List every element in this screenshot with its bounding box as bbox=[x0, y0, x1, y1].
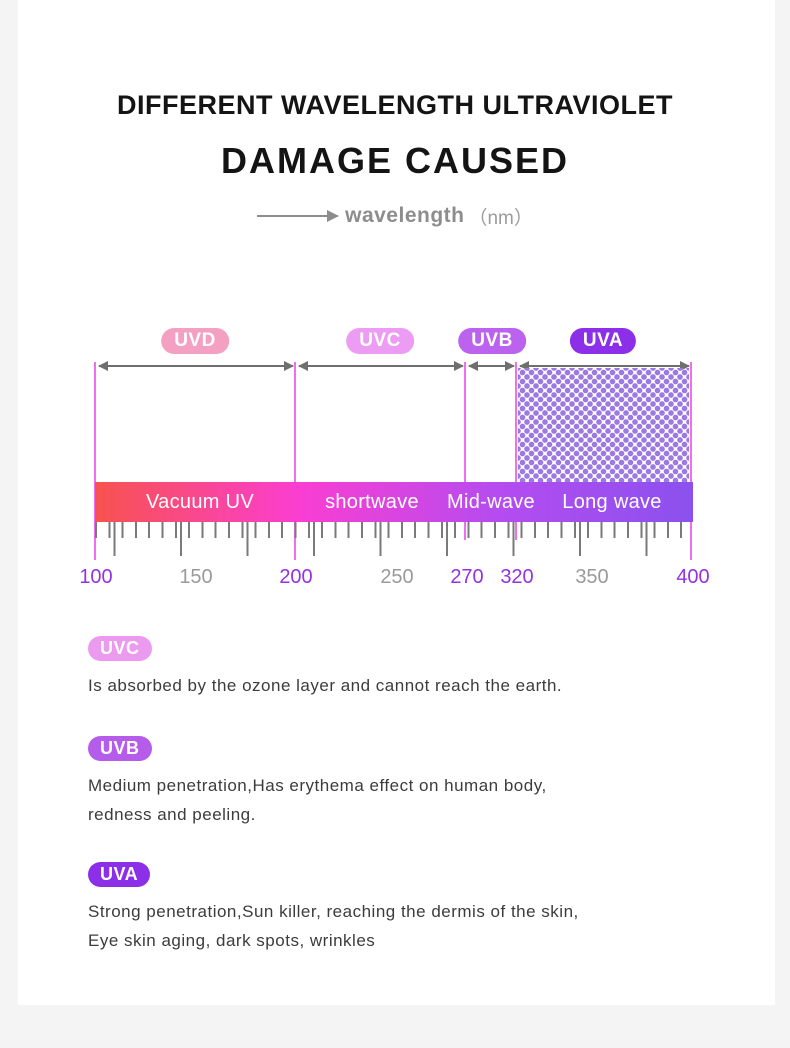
info-section-uvc: UVC Is absorbed by the ozone layer and c… bbox=[88, 636, 708, 700]
bar-segment-label-vacuum-uv: Vacuum UV bbox=[146, 491, 254, 513]
uvc-info-badge: UVC bbox=[88, 636, 152, 661]
uva-range-arrow-icon bbox=[519, 361, 690, 371]
title-line1: DIFFERENT WAVELENGTH ULTRAVIOLET bbox=[117, 90, 673, 120]
divider-line-200nm bbox=[294, 362, 296, 560]
bar-segment-label-mid-wave: Mid-wave bbox=[447, 491, 535, 513]
uvb-info-badge: UVB bbox=[88, 736, 152, 761]
uv-spectrum-diagram: UVD UVC UVB UVA Vacuum UV shortwave Mid-… bbox=[79, 328, 710, 594]
scale-number-400: 400 bbox=[676, 566, 710, 588]
uvb-range-arrow-icon bbox=[468, 361, 515, 371]
spectrum-gradient-bar: Vacuum UV shortwave Mid-wave Long wave bbox=[95, 482, 693, 522]
divider-line-320nm bbox=[515, 362, 517, 540]
uva-info-text-line1: Strong penetration,Sun killer, reaching … bbox=[88, 902, 579, 921]
right-arrow-icon bbox=[257, 210, 340, 222]
scale-number-100: 100 bbox=[79, 566, 113, 588]
divider-line-270nm bbox=[464, 362, 466, 540]
wavelength-label: wavelength bbox=[345, 204, 465, 227]
uvb-band-badge: UVB bbox=[458, 328, 526, 354]
ruler-major-ticks bbox=[95, 522, 693, 556]
bar-segment-label-long-wave: Long wave bbox=[562, 491, 662, 513]
info-section-uva: UVA Strong penetration,Sun killer, reach… bbox=[88, 862, 708, 955]
scale-number-200: 200 bbox=[279, 566, 313, 588]
uvc-band-badge: UVC bbox=[346, 328, 414, 354]
scale-number-320: 320 bbox=[500, 566, 534, 588]
info-section-uvb: UVB Medium penetration,Has erythema effe… bbox=[88, 736, 708, 829]
wavelength-unit: （nm） bbox=[468, 207, 533, 229]
uvc-info-text: Is absorbed by the ozone layer and canno… bbox=[88, 676, 563, 695]
scale-number-250: 250 bbox=[380, 566, 414, 588]
divider-line-400nm bbox=[690, 362, 692, 560]
uvb-info-text-line1: Medium penetration,Has erythema effect o… bbox=[88, 776, 547, 795]
scale-number-150: 150 bbox=[179, 566, 213, 588]
scale-number-270: 270 bbox=[450, 566, 484, 588]
uva-info-badge: UVA bbox=[88, 862, 151, 887]
bar-segment-label-shortwave: shortwave bbox=[325, 491, 419, 513]
title-line2: DAMAGE CAUSED bbox=[220, 140, 569, 181]
uva-info-text-line2: Eye skin aging, dark spots, wrinkles bbox=[88, 931, 376, 950]
wavelength-axis-caption: wavelength （nm） bbox=[0, 202, 790, 230]
uvc-range-arrow-icon bbox=[298, 361, 464, 371]
scale-number-350: 350 bbox=[575, 566, 609, 588]
uvb-info-text-line2: redness and peeling. bbox=[88, 805, 256, 824]
uva-band-badge: UVA bbox=[569, 328, 637, 354]
uvd-range-arrow-icon bbox=[98, 361, 294, 371]
uva-dotted-pattern bbox=[518, 368, 689, 482]
divider-line-100nm bbox=[94, 362, 96, 560]
uvd-band-badge: UVD bbox=[161, 328, 229, 354]
